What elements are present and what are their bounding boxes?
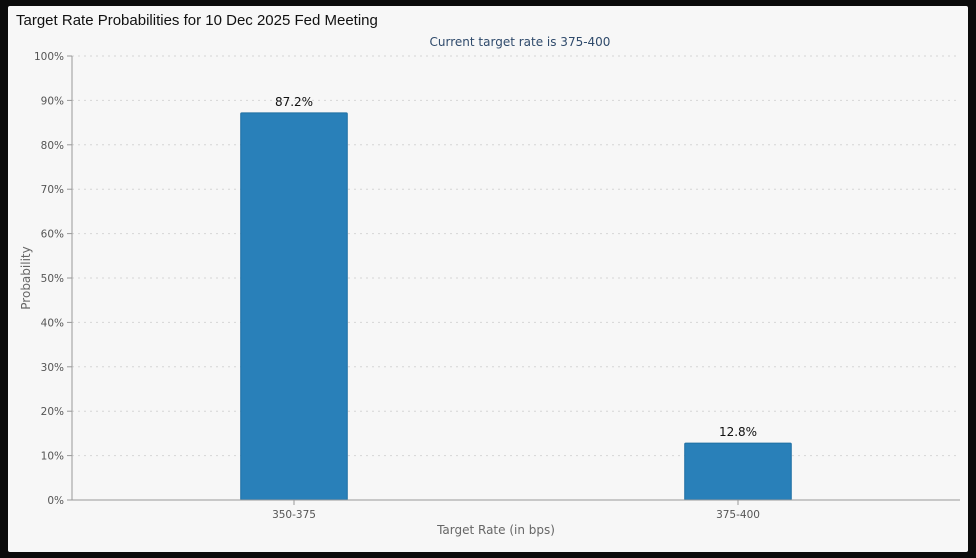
y-tick-label: 80% <box>41 140 64 152</box>
bars: 87.2% 12.8% <box>240 95 792 501</box>
bar <box>684 442 792 501</box>
grid-lines <box>72 55 960 457</box>
bar <box>240 112 348 501</box>
chart-panel: Target Rate Probabilities for 10 Dec 202… <box>8 6 968 552</box>
y-tick-label: 100% <box>34 51 64 63</box>
y-tick-label: 20% <box>41 406 64 418</box>
y-axis-title: Probability <box>19 246 33 309</box>
x-axis: 350-375 375-400 <box>72 499 960 521</box>
y-tick-label: 40% <box>41 317 64 329</box>
y-tick-label: 10% <box>41 451 64 463</box>
x-tick-label: 350-375 <box>272 509 316 521</box>
y-axis: 0% 10% 20% 30% 40% 50% 60% 70% 80% 90% 100% <box>34 51 73 507</box>
y-tick-label: 60% <box>41 229 64 241</box>
chart-title: Target Rate Probabilities for 10 Dec 202… <box>16 12 378 29</box>
y-tick-label: 90% <box>41 95 64 107</box>
x-axis-title: Target Rate (in bps) <box>436 523 555 537</box>
x-tick-label: 375-400 <box>716 509 760 521</box>
y-tick-label: 0% <box>47 495 64 507</box>
chart-subtitle: Current target rate is 375-400 <box>430 35 611 49</box>
data-label: 12.8% <box>719 425 757 439</box>
data-label: 87.2% <box>275 95 313 109</box>
y-tick-label: 30% <box>41 362 64 374</box>
y-tick-label: 50% <box>41 273 64 285</box>
y-tick-label: 70% <box>41 184 64 196</box>
